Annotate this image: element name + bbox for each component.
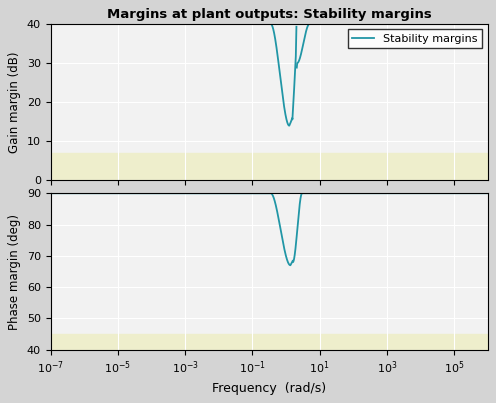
Line: Stability margins: Stability margins [51, 24, 297, 126]
Stability margins [48, 21, 54, 26]
Legend: Stability margins: Stability margins [348, 29, 482, 48]
Bar [51, 334, 488, 350]
Y-axis label: Phase margin (deg): Phase margin (deg) [8, 214, 21, 330]
X-axis label: Frequency  (rad/s): Frequency (rad/s) [212, 382, 326, 395]
Title: Margins at plant outputs: Stability margins: Margins at plant outputs: Stability marg… [107, 8, 432, 21]
Y-axis label: Gain margin (dB): Gain margin (dB) [8, 52, 21, 153]
Stability margins [215, 21, 221, 26]
Stability margins [127, 21, 133, 26]
Bar [51, 153, 488, 181]
